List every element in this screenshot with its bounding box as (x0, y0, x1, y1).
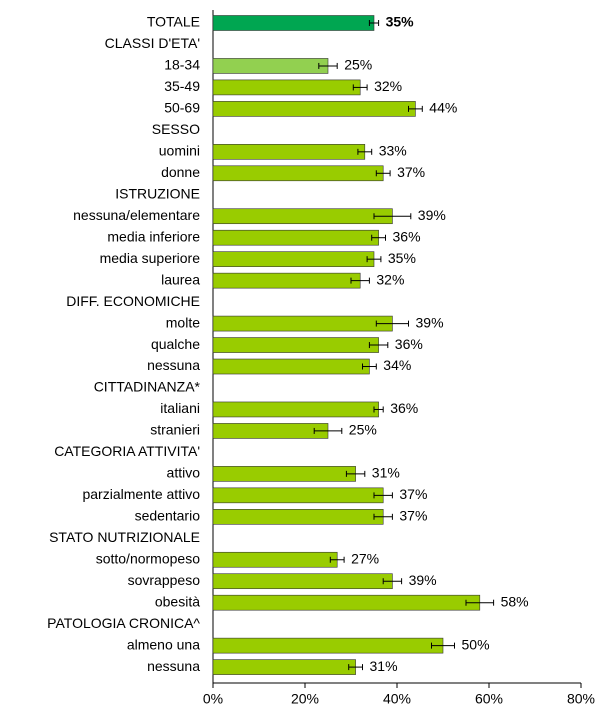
bar (212, 15, 375, 31)
x-tick-label: 80% (567, 691, 595, 707)
group-label: STATO NUTRIZIONALE (49, 529, 200, 545)
category-label: sovrappeso (128, 572, 201, 588)
bar (212, 208, 393, 225)
bar (212, 401, 379, 418)
value-label: 39% (416, 314, 444, 330)
group-label: CITTADINANZA* (94, 379, 201, 395)
group-label: PATOLOGIA CRONICA^ (47, 615, 200, 631)
value-label: 31% (372, 465, 400, 481)
bar (212, 551, 338, 568)
bar (212, 487, 384, 504)
category-label: sotto/normopeso (96, 550, 200, 566)
value-label: 33% (379, 143, 407, 159)
bar (212, 594, 481, 611)
category-label: italiani (160, 400, 200, 416)
category-label: 50-69 (164, 100, 200, 116)
category-label: nessuna (147, 357, 200, 373)
value-label: 35% (386, 14, 415, 30)
bar (212, 229, 379, 246)
bar (212, 79, 361, 96)
category-label: TOTALE (147, 14, 200, 30)
category-label: 18-34 (164, 57, 200, 73)
value-label: 27% (351, 550, 379, 566)
value-label: 37% (399, 486, 427, 502)
category-label: attivo (167, 465, 201, 481)
value-label: 37% (397, 164, 425, 180)
bar (212, 251, 375, 267)
value-label: 31% (370, 658, 398, 674)
category-label: molte (166, 314, 200, 330)
category-label: qualche (151, 336, 200, 352)
category-label: obesità (155, 593, 200, 609)
value-label: 50% (462, 636, 490, 652)
bar (212, 423, 329, 439)
value-label: 32% (376, 271, 404, 287)
group-label: SESSO (152, 121, 200, 137)
category-label: nessuna/elementare (73, 207, 200, 223)
value-label: 37% (399, 508, 427, 524)
x-tick-label: 60% (475, 691, 503, 707)
category-label: donne (161, 164, 200, 180)
category-label: nessuna (147, 658, 200, 674)
bar (212, 101, 416, 117)
value-label: 58% (501, 593, 529, 609)
group-label: CLASSI D'ETA' (105, 35, 200, 51)
x-tick-label: 20% (291, 691, 319, 707)
value-label: 36% (393, 228, 421, 244)
bar (212, 637, 444, 654)
value-label: 35% (388, 250, 416, 266)
value-label: 34% (383, 357, 411, 373)
bar (212, 509, 384, 525)
category-label: media superiore (100, 250, 201, 266)
bar (212, 272, 361, 289)
bar (212, 358, 370, 375)
category-label: media inferiore (107, 228, 200, 244)
category-label: 35-49 (164, 78, 200, 94)
bar (212, 58, 329, 74)
value-label: 39% (418, 207, 446, 223)
bar (212, 315, 393, 332)
x-tick-label: 0% (203, 691, 223, 707)
x-tick-label: 40% (383, 691, 411, 707)
value-label: 36% (390, 400, 418, 416)
value-label: 25% (349, 422, 377, 438)
category-label: uomini (159, 143, 200, 159)
group-label: DIFF. ECONOMICHE (66, 293, 200, 309)
bar (212, 165, 384, 182)
value-label: 32% (374, 78, 402, 94)
category-label: stranieri (150, 422, 200, 438)
bar (212, 659, 356, 675)
category-label: laurea (161, 271, 200, 287)
value-label: 25% (344, 57, 372, 73)
group-label: CATEGORIA ATTIVITA' (54, 443, 200, 459)
bar (212, 466, 356, 482)
bar (212, 144, 366, 160)
value-label: 44% (429, 100, 457, 116)
group-label: ISTRUZIONE (115, 185, 200, 201)
category-label: almeno una (127, 636, 200, 652)
bar (212, 337, 379, 353)
category-label: sedentario (135, 508, 201, 524)
value-label: 36% (395, 336, 423, 352)
value-label: 39% (409, 572, 437, 588)
bar (212, 573, 393, 590)
category-label: parzialmente attivo (82, 486, 200, 502)
